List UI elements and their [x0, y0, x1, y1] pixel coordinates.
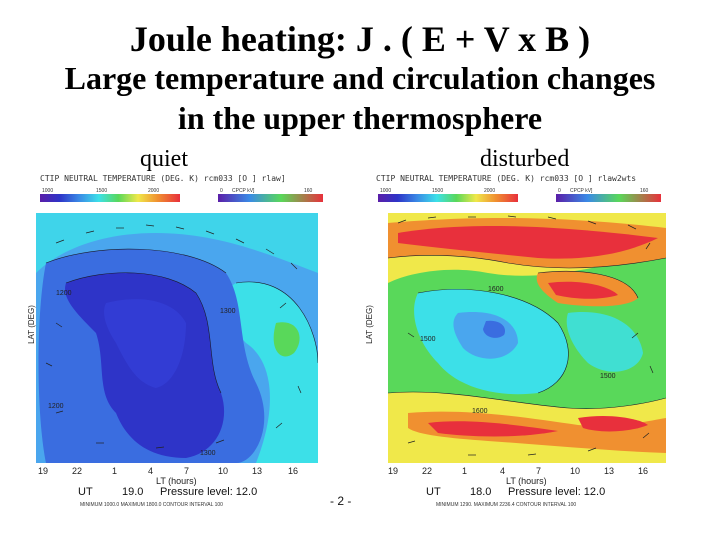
right-stats: MINIMUM 1290. MAXIMUM 2236.4 CONTOUR INT…: [436, 502, 577, 508]
left-y-axis-label: LAT (DEG): [26, 305, 36, 344]
left-ut-value: 19.0: [122, 486, 144, 498]
right-x-tick-7: 13: [604, 466, 615, 476]
page-number: - 2 -: [330, 494, 352, 508]
left-pressure-level: Pressure level: 12.0: [160, 486, 258, 498]
left-scale-tick-4: 0: [220, 188, 223, 194]
right-ut-label: UT: [426, 486, 441, 498]
right-x-axis-label: LT (hours): [506, 476, 547, 486]
right-plot-header: CTIP NEUTRAL TEMPERATURE (DEG. K) rcm033…: [376, 174, 637, 183]
left-x-tick-7: 13: [252, 466, 263, 476]
svg-text:1200: 1200: [48, 403, 64, 410]
right-x-tick-4: 4: [500, 466, 506, 476]
left-x-tick-4: 4: [148, 466, 154, 476]
left-x-tick-6: 10: [218, 466, 229, 476]
right-scale-tick-5: CPCP kV]: [570, 188, 593, 194]
left-ut-label: UT: [78, 486, 93, 498]
left-x-axis-label: LT (hours): [156, 476, 197, 486]
left-scale-tick-3: 2000: [148, 188, 160, 194]
left-scale-tick-5: CPCP kV]: [232, 188, 255, 194]
right-y-axis-label: LAT (DEG): [364, 305, 374, 344]
right-x-tick-2: 22: [422, 466, 433, 476]
svg-text:1500: 1500: [600, 373, 616, 380]
left-scale-tick-1: 1000: [42, 188, 54, 194]
left-stats: MINIMUM 1000.0 MAXIMUM 1800.0 CONTOUR IN…: [80, 502, 223, 508]
right-ut-value: 18.0: [470, 486, 492, 498]
left-scale-tick-2: 1500: [96, 188, 108, 194]
left-x-tick-2: 22: [72, 466, 83, 476]
left-scale-tick-6: 160: [304, 188, 313, 194]
right-temperature-contour-map: 1600 1500 1500 1600: [388, 213, 666, 463]
right-x-tick-6: 10: [570, 466, 581, 476]
right-x-tick-1: 19: [388, 466, 399, 476]
right-pressure-level: Pressure level: 12.0: [508, 486, 606, 498]
left-temperature-contour-map: 1200 1300 1200 1300: [36, 213, 318, 463]
right-x-tick-5: 7: [536, 466, 542, 476]
svg-text:1200: 1200: [56, 290, 72, 297]
right-color-scale: [378, 194, 661, 202]
slide-title: Joule heating: J . ( E + V x B ): [129, 19, 591, 59]
quiet-label: quiet: [140, 146, 188, 172]
svg-text:1300: 1300: [200, 450, 216, 457]
left-x-tick-3: 1: [112, 466, 118, 476]
right-scale-tick-3: 2000: [484, 188, 496, 194]
right-x-tick-8: 16: [638, 466, 649, 476]
left-plot-header: CTIP NEUTRAL TEMPERATURE (DEG. K) rcm033…: [40, 174, 286, 183]
disturbed-label: disturbed: [480, 146, 570, 172]
right-scale-tick-2: 1500: [432, 188, 444, 194]
right-scale-tick-6: 160: [640, 188, 649, 194]
left-x-tick-1: 19: [38, 466, 49, 476]
right-scale-tick-1: 1000: [380, 188, 392, 194]
left-x-tick-5: 7: [184, 466, 190, 476]
svg-text:1600: 1600: [488, 286, 504, 293]
svg-text:1600: 1600: [472, 408, 488, 415]
svg-text:1500: 1500: [420, 336, 436, 343]
slide-subtitle-line2: in the upper thermosphere: [177, 100, 543, 136]
svg-text:1300: 1300: [220, 308, 236, 315]
right-scale-tick-4: 0: [558, 188, 561, 194]
right-x-tick-3: 1: [462, 466, 468, 476]
left-x-tick-8: 16: [288, 466, 299, 476]
slide-subtitle-line1: Large temperature and circulation change…: [64, 60, 656, 96]
left-color-scale: [40, 194, 323, 202]
